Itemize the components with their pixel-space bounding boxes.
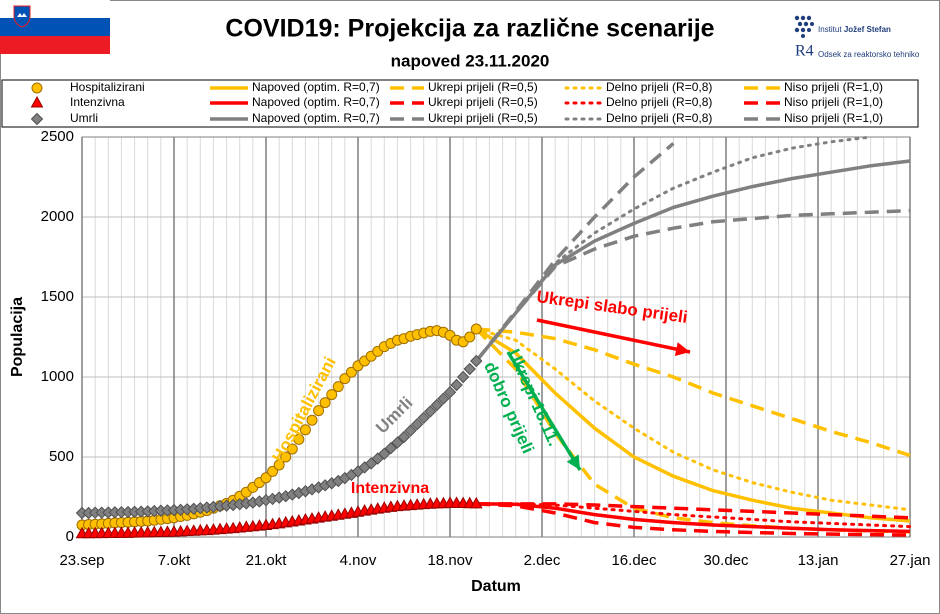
data-point [293,433,305,445]
legend-label: Niso prijeli (R=1,0) [784,95,883,109]
data-point [397,430,411,444]
flag [0,0,110,54]
legend-label: Niso prijeli (R=1,0) [784,80,883,94]
data-point [443,385,457,399]
data-point [384,441,398,455]
arrow [506,351,582,471]
data-point [319,397,331,409]
logo-text: Institut Jožef Stefan [818,25,891,34]
data-point [280,451,292,463]
projection-line [474,208,911,363]
data-point [437,392,450,405]
legend-label: Napoved (optim. R=0,7) [252,80,380,94]
data-point [410,417,424,431]
legend-marker [31,82,43,94]
data-point [345,366,357,378]
projection-line [474,327,912,512]
data-point [326,389,338,401]
y-tick-label: 1000 [41,368,74,385]
data-point [450,378,463,392]
data-point [286,443,298,455]
data-point [430,398,444,412]
projection-line [476,502,911,520]
legend-label: Napoved (optim. R=0,7) [252,111,380,125]
x-tick-label: 16.dec [611,552,657,569]
legend-label: Delno prijeli (R=0,8) [606,111,712,125]
x-tick-label: 2.dec [524,552,561,569]
legend-label: Ukrepi prijeli (R=0,5) [428,111,538,125]
y-tick-label: 2000 [41,208,74,225]
logo-name: Jožef Stefan [844,25,891,34]
data-point [299,424,311,436]
data-point [470,354,483,368]
y-axis-label: Populacija [9,297,26,377]
y-tick-label: 1500 [41,288,74,305]
arrow [536,318,691,354]
logo-r4: R4 [795,43,814,60]
legend-label: Napoved (optim. R=0,7) [252,95,380,109]
data-point [470,323,482,335]
data-point [313,405,325,417]
plot-frame [81,136,911,538]
legend-label: Delno prijeli (R=0,8) [606,95,712,109]
y-tick-label: 2500 [41,128,74,145]
data-point [424,405,437,418]
data-point [464,331,476,343]
legend-box [1,79,919,128]
y-tick-label: 0 [66,528,74,545]
x-tick-label: 27.jan [890,552,931,569]
logo-dept: Odsek za reaktorsko tehniko [818,50,920,59]
x-axis-label: Datum [471,578,521,595]
data-point [260,472,272,484]
data-point [463,362,476,376]
annotation: Intenzivna [351,480,429,497]
x-tick-label: 30.dec [703,552,749,569]
legend-label: Delno prijeli (R=0,8) [606,80,712,94]
projection-line [474,135,873,363]
data-point [391,436,404,449]
data-point [456,370,470,384]
logo-institut: Institut [818,25,842,34]
projection-line [476,502,911,534]
legend-marker [30,112,44,126]
data-point [378,447,391,461]
legend-label: Ukrepi prijeli (R=0,5) [428,95,538,109]
x-tick-label: 7.okt [158,552,191,569]
data-point [332,381,344,393]
legend-label: Intenzivna [70,95,125,109]
projection-line [474,142,675,363]
data-point [404,424,417,437]
legend-label: Ukrepi prijeli (R=0,5) [428,80,538,94]
x-tick-label: 4.nov [340,552,377,569]
x-tick-label: 13.jan [798,552,839,569]
logo [794,15,814,38]
data-point [417,411,430,425]
x-tick-label: 23.sep [59,552,104,569]
data-point [469,496,483,509]
data-point [339,373,351,385]
projection-line [476,502,911,537]
data-point [267,465,279,477]
arrow-head [566,454,580,470]
legend-label: Hospitalizirani [70,80,145,94]
legend-label: Umrli [70,111,98,125]
subtitle: napoved 23.11.2020 [391,51,550,70]
arrow-head [674,342,690,356]
title: COVID19: Projekcija za različne scenarij… [225,15,714,43]
x-tick-label: 21.okt [246,552,288,569]
legend-label: Niso prijeli (R=1,0) [784,111,883,125]
legend-marker [30,95,44,108]
data-point [306,414,318,426]
x-tick-label: 18.nov [427,552,473,569]
projection-line [476,327,911,458]
y-tick-label: 500 [49,448,74,465]
data-point [273,459,285,471]
